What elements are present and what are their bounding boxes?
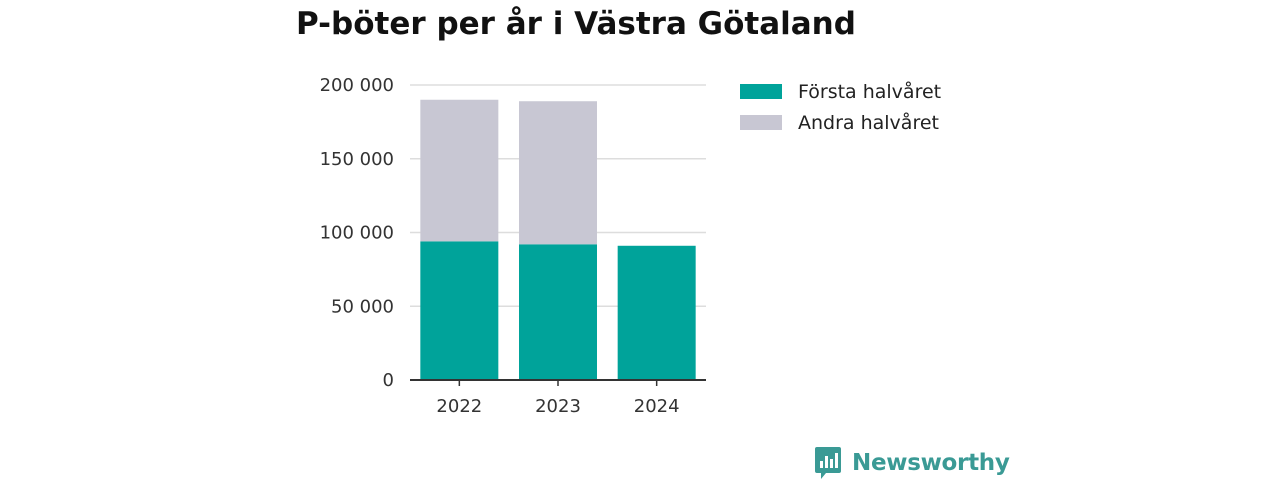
bar-2023-series-0 [519,244,597,380]
bar-2024-series-0 [617,245,696,380]
legend-swatch-second-half [740,115,782,130]
legend-item-second-half: Andra halvåret [740,107,941,138]
legend-label-second-half: Andra halvåret [798,111,939,134]
legend-item-first-half: Första halvåret [740,76,941,107]
x-tick-label: 2024 [634,396,680,417]
newsworthy-logo: Newsworthy [814,446,1010,480]
legend-swatch-first-half [740,84,782,99]
y-tick-label: 50 000 [331,296,394,317]
y-tick-label: 0 [383,370,394,391]
chart-title: P-böter per år i Västra Götaland [296,6,856,42]
y-tick-label: 150 000 [320,149,394,170]
y-tick-label: 200 000 [320,75,394,96]
bar-2022-series-0 [420,241,499,380]
x-tick-label: 2022 [436,396,482,417]
x-tick-label: 2023 [535,396,581,417]
logo-text: Newsworthy [852,450,1010,476]
newsworthy-logo-icon [815,447,841,479]
y-tick-label: 100 000 [320,223,394,244]
bar-2022-series-1 [420,99,499,242]
legend-label-first-half: Första halvåret [798,80,942,103]
bar-2023-series-1 [519,101,597,245]
legend: Första halvåret Andra halvåret [740,76,941,138]
